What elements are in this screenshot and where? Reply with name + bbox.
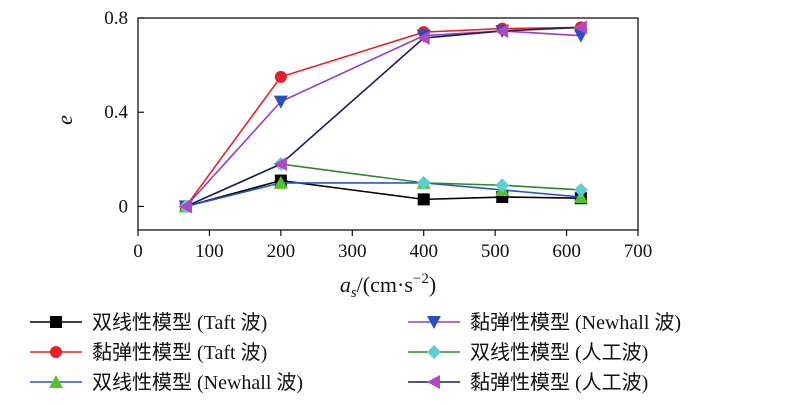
series-line (185, 163, 581, 208)
x-axis-title-exp: −2 (413, 271, 429, 287)
y-tick-label: 0.8 (104, 8, 128, 29)
legend-item-3: 双线性模型 (Newhall 波) (30, 371, 303, 394)
data-point (495, 178, 510, 193)
x-tick-label: 600 (552, 241, 581, 262)
data-point (178, 199, 192, 214)
legend-item-2: 黏弹性模型 (Taft 波) (30, 341, 267, 364)
y-tick-label: 0.4 (104, 102, 128, 123)
legend-label: 黏弹性模型 (人工波) (470, 371, 648, 394)
x-tick-label: 700 (624, 241, 653, 262)
x-axis-title-unit: /(cm·s (357, 272, 413, 297)
y-axis-title: e (52, 115, 77, 125)
legend-item-5: 双线性模型 (人工波) (408, 341, 648, 364)
legend-marker (427, 375, 440, 389)
data-point (417, 193, 430, 206)
x-tick-label: 500 (481, 241, 510, 262)
series-line (185, 179, 581, 208)
legend-marker (50, 346, 62, 358)
x-tick-label: 100 (195, 241, 224, 262)
data-point (273, 157, 287, 172)
legend-marker (49, 375, 63, 388)
legend-item-1: 双线性模型 (Taft 波) (30, 311, 267, 334)
x-tick-label: 300 (338, 241, 367, 262)
series-6 (178, 20, 587, 214)
legend-label: 双线性模型 (Taft 波) (92, 311, 267, 334)
legend-item-6: 黏弹性模型 (人工波) (408, 371, 648, 394)
legend-label: 黏弹性模型 (Newhall 波) (470, 311, 681, 334)
legend-item-4: 黏弹性模型 (Newhall 波) (408, 311, 681, 334)
x-tick-label: 400 (409, 241, 438, 262)
data-point (416, 175, 431, 190)
series-layer (178, 20, 588, 214)
legend-label: 黏弹性模型 (Taft 波) (92, 341, 267, 364)
data-point (273, 175, 288, 189)
legend-marker (50, 316, 62, 328)
legend-marker (427, 316, 441, 329)
plot-frame (137, 17, 639, 231)
legend-marker (427, 345, 441, 359)
legend-label: 双线性模型 (人工波) (470, 341, 648, 364)
series-2 (179, 21, 587, 213)
x-axis-title-var: a (340, 272, 351, 297)
x-tick-label: 200 (267, 241, 296, 262)
x-axis-title: as/(cm·s−2) (340, 271, 436, 301)
series-5 (178, 157, 588, 214)
data-point (274, 70, 287, 83)
legend: 双线性模型 (Taft 波) 黏弹性模型 (Taft 波) 双线性模型 (Newha… (30, 311, 681, 394)
x-tick-label: 0 (133, 241, 143, 262)
axes: 0 100 200 300 400 500 600 700 0 0.4 0.8 (104, 8, 652, 262)
x-axis-title-close: ) (429, 272, 436, 297)
series-4 (178, 24, 588, 214)
x-axis-title-sub: s (351, 285, 357, 301)
data-point (273, 95, 288, 109)
legend-label: 双线性模型 (Newhall 波) (92, 371, 303, 394)
data-point (573, 20, 587, 35)
data-point (495, 23, 509, 38)
data-point (416, 31, 430, 46)
data-point (573, 182, 588, 197)
y-tick-label: 0 (119, 196, 129, 217)
